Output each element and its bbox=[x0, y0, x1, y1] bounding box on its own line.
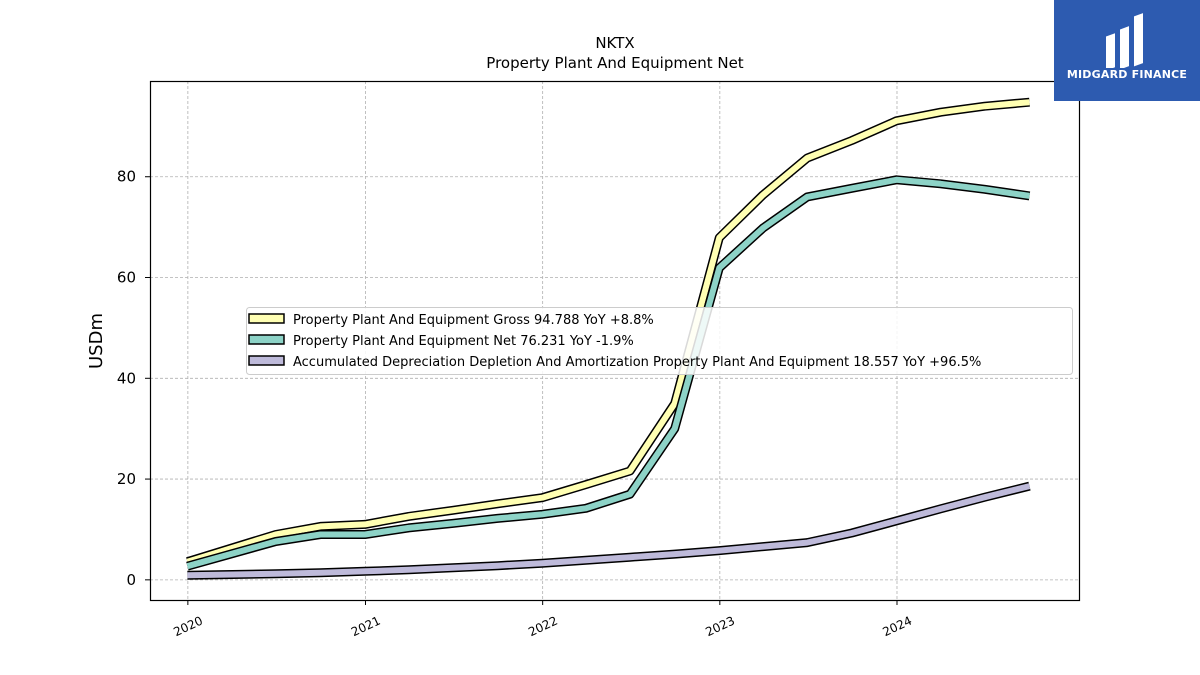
y-tick-label: 0 bbox=[126, 571, 136, 589]
midgard-logo-icon bbox=[1106, 13, 1143, 68]
legend-label-1: Property Plant And Equipment Net 76.231 … bbox=[293, 334, 634, 349]
legend-label-0: Property Plant And Equipment Gross 94.78… bbox=[293, 313, 654, 328]
x-tick-label: 2022 bbox=[526, 614, 560, 640]
plot-frame bbox=[149, 80, 1081, 602]
x-tick-label: 2021 bbox=[349, 614, 383, 640]
legend-swatch-1 bbox=[248, 334, 285, 345]
chart-title: NKTX bbox=[595, 34, 634, 52]
series-line-0 bbox=[186, 99, 1030, 565]
x-tick-label: 2020 bbox=[171, 614, 205, 640]
x-tick-label: 2024 bbox=[880, 614, 914, 640]
brand-logo: MIDGARD FINANCE bbox=[1054, 0, 1200, 101]
series-line-2 bbox=[187, 483, 1031, 579]
x-tick-label: 2023 bbox=[703, 614, 737, 640]
y-tick-label: 20 bbox=[117, 470, 136, 488]
y-tick-label: 60 bbox=[117, 269, 136, 287]
y-tick-label: 80 bbox=[117, 168, 136, 186]
y-tick-label: 40 bbox=[117, 369, 136, 387]
chart-subtitle: Property Plant And Equipment Net bbox=[486, 54, 743, 72]
brand-name: MIDGARD FINANCE bbox=[1066, 68, 1188, 81]
legend-label-2: Accumulated Depreciation Depletion And A… bbox=[293, 355, 981, 370]
legend-swatch-2 bbox=[248, 355, 285, 366]
legend: Property Plant And Equipment Gross 94.78… bbox=[246, 307, 1073, 375]
legend-swatch-0 bbox=[248, 313, 285, 324]
legend-box bbox=[246, 307, 1073, 375]
series-line-1 bbox=[186, 176, 1030, 570]
series-lines bbox=[186, 97, 1031, 580]
y-axis-label: USDm bbox=[86, 313, 107, 369]
